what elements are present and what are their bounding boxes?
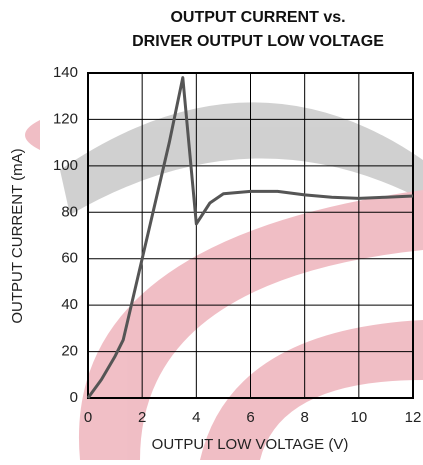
y-tick-label: 80 <box>61 203 78 220</box>
x-tick-label: 2 <box>138 409 146 426</box>
x-tick-label: 10 <box>350 409 367 426</box>
y-tick-label: 120 <box>53 110 78 127</box>
watermark <box>25 102 423 460</box>
y-tick-label: 0 <box>70 389 78 406</box>
x-tick-label: 12 <box>405 409 422 426</box>
plot-frame <box>87 72 414 399</box>
x-tick-label: 6 <box>246 409 254 426</box>
y-axis-label: OUTPUT CURRENT (mA) <box>9 148 26 323</box>
y-tick-label: 140 <box>53 64 78 81</box>
x-tick-label: 0 <box>84 409 92 426</box>
x-tick-label: 8 <box>300 409 308 426</box>
y-tick-label: 40 <box>61 296 78 313</box>
y-tick-label: 20 <box>61 343 78 360</box>
chart-title: DRIVER OUTPUT LOW VOLTAGE <box>132 33 384 50</box>
y-tick-label: 60 <box>61 250 78 267</box>
chart-title: OUTPUT CURRENT vs. <box>170 9 345 26</box>
y-tick-label: 100 <box>53 157 78 174</box>
x-axis-label: OUTPUT LOW VOLTAGE (V) <box>152 436 349 453</box>
data-line <box>86 76 414 399</box>
x-tick-label: 4 <box>192 409 200 426</box>
